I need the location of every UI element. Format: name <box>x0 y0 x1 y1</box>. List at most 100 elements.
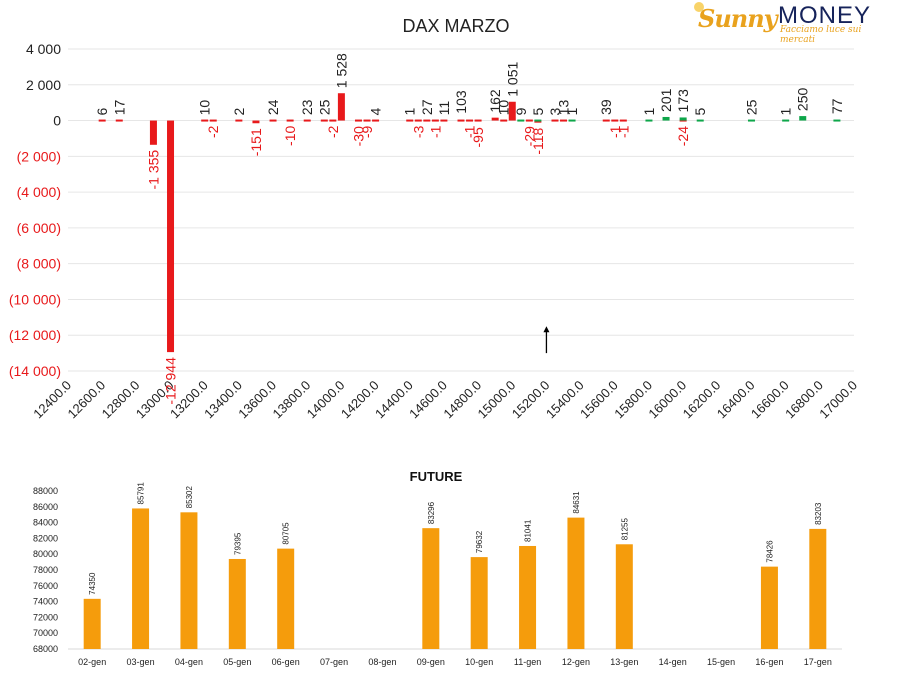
x-tick-label: 12-gen <box>562 657 590 667</box>
data-label: 13 <box>556 100 572 116</box>
bar-positive <box>551 119 559 122</box>
y-tick-label: 0 <box>53 113 61 129</box>
bar-positive <box>320 119 328 122</box>
bar-positive <box>98 119 106 122</box>
bar-positive <box>747 119 755 122</box>
x-tick-label: 09-gen <box>417 657 445 667</box>
bar-positive <box>833 119 841 122</box>
bar-negative <box>252 120 260 124</box>
bar-negative <box>619 119 627 122</box>
data-label: -1 <box>607 125 623 138</box>
brand-tagline: Facciamo luce sui mercati <box>780 25 862 45</box>
bar-negative <box>611 119 619 122</box>
bar <box>519 545 537 649</box>
x-tick-label: 02-gen <box>78 657 106 667</box>
bar-positive <box>457 119 465 122</box>
x-tick-label: 17-gen <box>804 657 832 667</box>
bar-negative <box>209 119 217 122</box>
y-tick-label: 70000 <box>33 628 58 638</box>
data-label: 103 <box>453 90 469 114</box>
bar-positive <box>235 119 243 122</box>
dax-marzo-chart: DAX MARZO 4 000 2 000 0 (2 000) (4 000) (6 000… <box>9 16 860 421</box>
data-label: 84631 <box>572 491 581 514</box>
data-label: -118 <box>530 127 546 154</box>
bar-positive <box>303 119 311 122</box>
data-label: 23 <box>299 99 315 115</box>
data-label: 250 <box>795 88 811 112</box>
bar-positive <box>440 119 448 122</box>
data-label: 81041 <box>524 519 533 542</box>
data-label: 17 <box>111 99 127 115</box>
y-tick-label: (4 000) <box>17 184 61 200</box>
data-label: 2 <box>231 108 247 116</box>
bar-positive <box>337 93 345 121</box>
bar-positive <box>799 116 807 121</box>
x-tick-label: 08-gen <box>368 657 396 667</box>
data-label: 1 528 <box>333 53 349 88</box>
bar-positive <box>491 117 499 121</box>
data-label: 1 <box>778 108 794 116</box>
y-tick-label: 4 000 <box>26 41 61 57</box>
data-label: 10 <box>496 100 512 116</box>
bar <box>132 508 150 649</box>
y-tick-label: (6 000) <box>17 220 61 236</box>
bar-positive <box>696 119 704 122</box>
chart-title: FUTURE <box>410 469 463 484</box>
y-tick-label: (12 000) <box>9 327 61 343</box>
bar-positive <box>679 117 687 121</box>
y-tick-label: 68000 <box>33 644 58 654</box>
data-label: -3 <box>410 125 426 138</box>
bar <box>228 558 246 649</box>
data-label: 78426 <box>765 540 774 563</box>
y-tick-label: 72000 <box>33 612 58 622</box>
bar-positive <box>645 119 653 122</box>
data-label: 25 <box>316 99 332 115</box>
y-tick-label: 84000 <box>33 518 58 528</box>
bar-negative <box>286 119 294 122</box>
bar-positive <box>406 119 414 122</box>
bar-negative <box>363 119 371 122</box>
bar <box>470 557 488 649</box>
bar-positive <box>534 119 542 122</box>
data-label: 81255 <box>620 517 629 540</box>
data-label: 162 <box>487 89 503 113</box>
data-label: -24 <box>675 126 691 146</box>
bar-positive <box>662 116 670 121</box>
data-label: 39 <box>598 99 614 115</box>
chart-title: DAX MARZO <box>402 16 509 36</box>
data-label: 74350 <box>88 572 97 595</box>
data-label: 24 <box>265 99 281 115</box>
data-label: -9 <box>359 126 375 139</box>
x-tick-label: 10-gen <box>465 657 493 667</box>
data-label: 79395 <box>233 532 242 555</box>
bar-negative <box>149 120 157 145</box>
y-tick-label: (14 000) <box>9 363 61 379</box>
y-tick-label: (2 000) <box>17 148 61 164</box>
y-tick-label: (8 000) <box>17 256 61 272</box>
x-tick-label: 15-gen <box>707 657 735 667</box>
data-label: -29 <box>521 126 537 146</box>
sun-icon <box>694 2 704 12</box>
data-label: -1 <box>615 125 631 138</box>
data-label: -30 <box>350 126 366 146</box>
data-label: 83203 <box>814 502 823 525</box>
y-tick-label: 80000 <box>33 549 58 559</box>
x-tick-label: 05-gen <box>223 657 251 667</box>
data-label: -95 <box>470 127 486 147</box>
arrow-head-icon <box>543 326 550 333</box>
bar-negative <box>431 119 439 122</box>
data-label: 1 <box>402 108 418 116</box>
data-label: -1 355 <box>145 150 161 190</box>
x-tick-label: 11-gen <box>514 657 541 667</box>
y-tick-label: 78000 <box>33 565 58 575</box>
data-label: 5 <box>530 107 546 115</box>
y-tick-label: (10 000) <box>9 291 61 307</box>
y-tick-label: 76000 <box>33 581 58 591</box>
bar-positive <box>201 119 209 122</box>
y-tick-label: 82000 <box>33 533 58 543</box>
data-label: 85791 <box>137 482 146 505</box>
data-label: 79632 <box>475 530 484 553</box>
bar-negative <box>466 119 474 122</box>
bar-positive <box>269 119 277 122</box>
